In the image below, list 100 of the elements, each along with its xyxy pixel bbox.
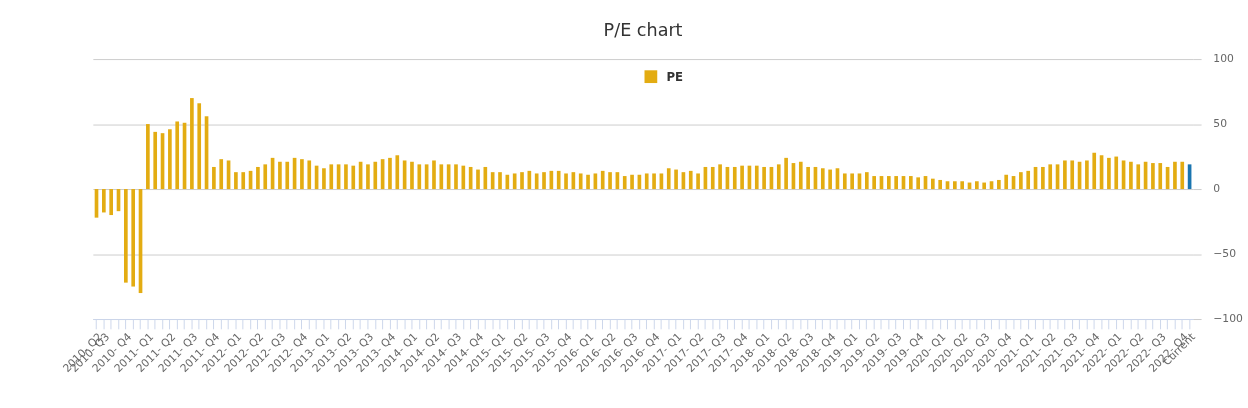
bar: [439, 164, 444, 190]
bar: [534, 173, 539, 190]
y-tick-label: 0: [1213, 182, 1221, 196]
bar: [351, 165, 356, 190]
bar: [908, 176, 913, 190]
y-tick-label: 100: [1213, 52, 1234, 66]
bar: [1129, 161, 1133, 190]
bar: [520, 172, 524, 190]
bar: [630, 174, 634, 190]
bar: [1136, 164, 1141, 190]
bar: [886, 176, 891, 190]
bar: [600, 170, 605, 190]
bar: [982, 182, 987, 190]
bar: [322, 168, 326, 190]
y-tick-label: 50: [1213, 117, 1228, 131]
bar: [953, 181, 957, 190]
bar: [131, 189, 136, 287]
bar: [395, 155, 400, 190]
chart-title: P/E chart: [603, 19, 683, 40]
bar: [168, 129, 172, 190]
bar: [1004, 174, 1009, 190]
bar: [674, 169, 678, 190]
bar: [1158, 163, 1163, 190]
bar: [300, 159, 304, 190]
bar: [1070, 160, 1075, 190]
bar: [483, 166, 488, 190]
bar: [806, 166, 810, 190]
bar: [872, 176, 876, 190]
bar: [784, 157, 788, 190]
bar: [938, 179, 943, 190]
bar: [285, 161, 290, 190]
bar: [1180, 161, 1185, 190]
bar: [234, 172, 238, 190]
bar: [997, 179, 1001, 190]
bar: [864, 172, 869, 190]
bar: [1085, 160, 1089, 190]
bar: [307, 160, 312, 190]
bar: [1019, 172, 1023, 190]
bar: [212, 166, 216, 190]
bar: [329, 164, 334, 190]
bar: [542, 172, 546, 190]
bar: [263, 164, 268, 190]
bar: [740, 165, 744, 190]
bar: [1092, 152, 1097, 190]
bar: [1041, 166, 1045, 190]
bar: [556, 170, 561, 190]
y-tick-label: −50: [1213, 247, 1237, 261]
bar: [666, 168, 671, 190]
bar: [776, 164, 781, 190]
bar: [241, 172, 246, 190]
bar: [644, 173, 649, 190]
bar: [197, 103, 202, 190]
bar: [608, 172, 612, 190]
bar: [754, 165, 759, 190]
bar: [512, 173, 517, 190]
bar: [175, 121, 180, 190]
bar: [1063, 160, 1067, 190]
bar: [842, 173, 847, 190]
bar: [652, 173, 656, 190]
bar: [461, 165, 466, 190]
bar: [109, 189, 114, 216]
bar: [586, 174, 590, 190]
bar: [190, 98, 194, 190]
bar: [578, 173, 583, 190]
bar: [710, 166, 715, 190]
bar: [410, 161, 414, 190]
bar: [916, 177, 920, 190]
bar: [820, 168, 825, 190]
bar: [219, 159, 224, 190]
bar: [564, 173, 568, 190]
bar: [931, 178, 935, 190]
bar: [373, 161, 378, 190]
bar: [146, 124, 150, 190]
bar: [432, 160, 436, 190]
bar: [417, 164, 422, 190]
bar: [732, 166, 737, 190]
bar: [476, 169, 480, 190]
bar: [256, 166, 260, 190]
bar: [975, 181, 979, 190]
bar: [850, 173, 854, 190]
bar: [960, 181, 965, 190]
legend-label: PE: [666, 69, 684, 84]
y-tick-label: −100: [1213, 312, 1243, 326]
bar: [1026, 170, 1031, 190]
bar: [894, 176, 898, 190]
bar: [1048, 164, 1053, 190]
bar: [1107, 157, 1111, 190]
bar: [762, 166, 766, 190]
bar: [1151, 163, 1155, 190]
bar: [798, 161, 803, 190]
bar: [124, 189, 128, 283]
bar: [454, 164, 458, 190]
bar: [688, 170, 693, 190]
bar: [498, 172, 502, 190]
bar: [718, 164, 722, 190]
bar: [388, 157, 392, 190]
bar: [622, 176, 627, 190]
bar: [344, 164, 348, 190]
bar: [828, 169, 832, 190]
bar: [696, 173, 700, 190]
